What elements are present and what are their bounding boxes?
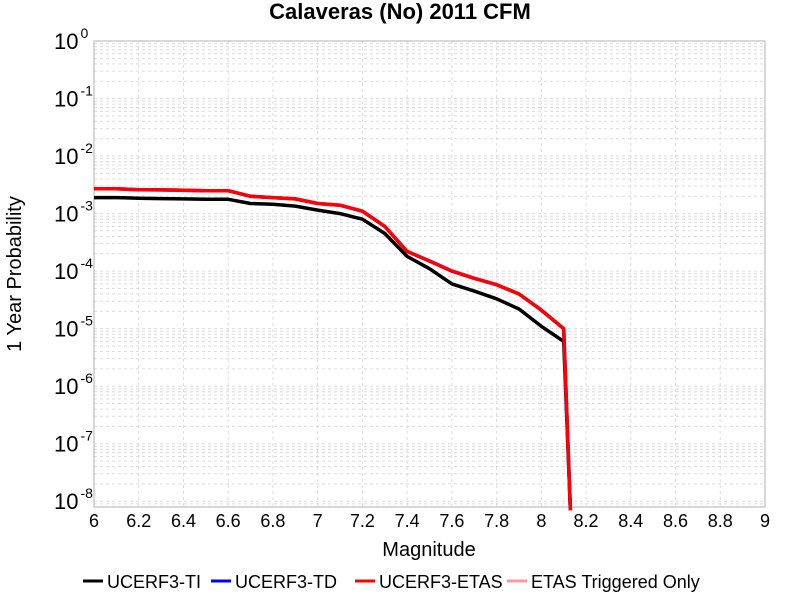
x-axis-ticks: 6 6.2 6.4 6.6 6.8 7 7.2 7.4 7.6 7.8 8 8.2 8.4 8.6 8.8 9 (89, 511, 770, 531)
x-tick-label: 8 (536, 511, 546, 531)
x-tick-label: 8.8 (708, 511, 733, 531)
x-tick-label: 6.4 (171, 511, 196, 531)
x-tick-label: 7.8 (484, 511, 509, 531)
x-tick-label: 8.2 (574, 511, 599, 531)
series-line-ucerf3-ti (94, 195, 573, 511)
x-tick-label: 6.8 (260, 511, 285, 531)
y-tick-label: 10 -4 (54, 255, 93, 284)
legend-label-ucerf3-etas: UCERF3-ETAS (379, 572, 503, 592)
series-line-ucerf3-etas (94, 187, 573, 511)
plot-frame (93, 40, 766, 508)
x-tick-label: 9 (760, 511, 770, 531)
x-tick-label: 8.6 (663, 511, 688, 531)
x-axis-label: Magnitude (382, 539, 475, 561)
y-tick-label: 10 -8 (54, 485, 93, 514)
x-tick-label: 6.2 (126, 511, 151, 531)
y-tick-label: 10 -3 (54, 198, 93, 227)
series-layer (94, 187, 573, 511)
y-tick-label: 10 -1 (54, 83, 93, 112)
y-tick-label: 10 -6 (54, 370, 93, 399)
legend-label-etas-triggered-only: ETAS Triggered Only (531, 572, 700, 592)
grid (93, 40, 766, 508)
y-tick-label: 10 -7 (54, 428, 93, 457)
legend: UCERF3-TI UCERF3-TD UCERF3-ETAS ETAS Trigge… (83, 572, 700, 592)
x-tick-label: 6.6 (216, 511, 241, 531)
x-tick-label: 7.2 (350, 511, 375, 531)
x-tick-label: 7 (313, 511, 323, 531)
x-tick-label: 7.4 (395, 511, 420, 531)
y-tick-label: 10 -2 (54, 140, 93, 169)
legend-label-ucerf3-ti: UCERF3-TI (107, 572, 201, 592)
y-axis-label: 1 Year Probability (4, 196, 26, 352)
x-tick-label: 8.4 (618, 511, 643, 531)
legend-label-ucerf3-td: UCERF3-TD (235, 572, 337, 592)
y-tick-label: 10 0 (54, 25, 88, 54)
chart-title: Calaveras (No) 2011 CFM (269, 0, 531, 24)
y-tick-label: 10 -5 (54, 313, 93, 342)
x-tick-label: 6 (89, 511, 99, 531)
x-tick-label: 7.6 (439, 511, 464, 531)
